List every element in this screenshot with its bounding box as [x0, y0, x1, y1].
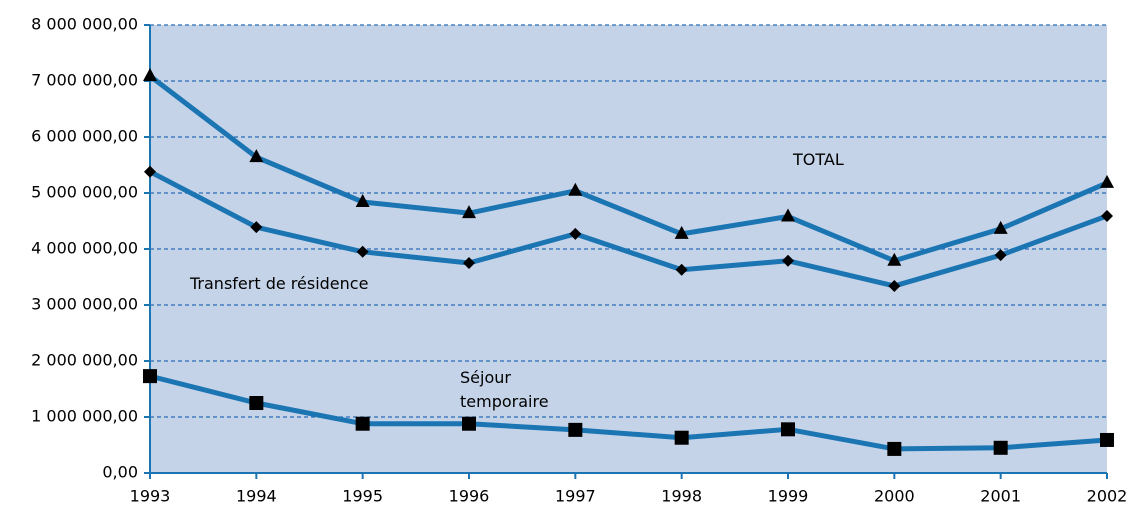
y-tick-label: 6 000 000,00: [31, 127, 138, 146]
series-label: Transfert de résidence: [190, 274, 369, 293]
x-tick-label: 2000: [874, 487, 915, 506]
x-tick-label: 1998: [661, 487, 702, 506]
marker: [994, 249, 1007, 262]
y-tick-label: 7 000 000,00: [31, 71, 138, 90]
marker: [356, 245, 369, 258]
x-tick-label: 1996: [449, 487, 490, 506]
y-tick-label: 0,00: [102, 463, 138, 482]
marker: [355, 416, 370, 431]
marker: [782, 254, 794, 267]
marker: [1101, 209, 1113, 222]
marker: [143, 369, 157, 384]
x-tick-label: 1993: [130, 487, 171, 506]
x-tick-label: 1995: [342, 487, 383, 506]
y-tick-label: 5 000 000,00: [31, 183, 138, 202]
marker: [887, 252, 902, 266]
line-series: [149, 373, 1108, 452]
x-tick-label: 1994: [236, 487, 277, 506]
marker: [462, 205, 476, 219]
marker: [781, 208, 795, 222]
y-tick-label: 8 000 000,00: [31, 15, 138, 34]
marker: [781, 422, 795, 437]
marker: [143, 67, 157, 81]
line-series: [148, 169, 1108, 289]
marker: [674, 225, 689, 239]
marker: [249, 396, 264, 410]
marker: [1100, 174, 1114, 188]
y-tick-label: 4 000 000,00: [31, 239, 138, 258]
series-label: TOTAL: [793, 150, 844, 169]
marker: [888, 279, 901, 292]
marker: [568, 422, 583, 437]
marker: [250, 221, 263, 234]
marker: [144, 165, 156, 178]
marker: [568, 182, 583, 196]
marker: [993, 440, 1008, 455]
y-tick-label: 1 000 000,00: [31, 407, 138, 426]
marker: [569, 227, 582, 240]
marker: [993, 220, 1008, 234]
x-tick-label: 2001: [980, 487, 1021, 506]
marker: [1100, 432, 1114, 447]
series-label: Séjour temporaire: [460, 368, 549, 411]
y-tick-label: 2 000 000,00: [31, 351, 138, 370]
marker: [462, 416, 476, 431]
x-tick-label: 1997: [555, 487, 596, 506]
y-tick-label: 3 000 000,00: [31, 295, 138, 314]
marker: [674, 430, 689, 445]
marker: [887, 441, 902, 456]
marker: [675, 263, 688, 276]
x-tick-label: 1999: [768, 487, 809, 506]
marker: [355, 193, 370, 207]
x-tick-label: 2002: [1087, 487, 1128, 506]
marker: [463, 257, 475, 269]
line-series: [148, 73, 1108, 264]
marker: [249, 149, 264, 163]
